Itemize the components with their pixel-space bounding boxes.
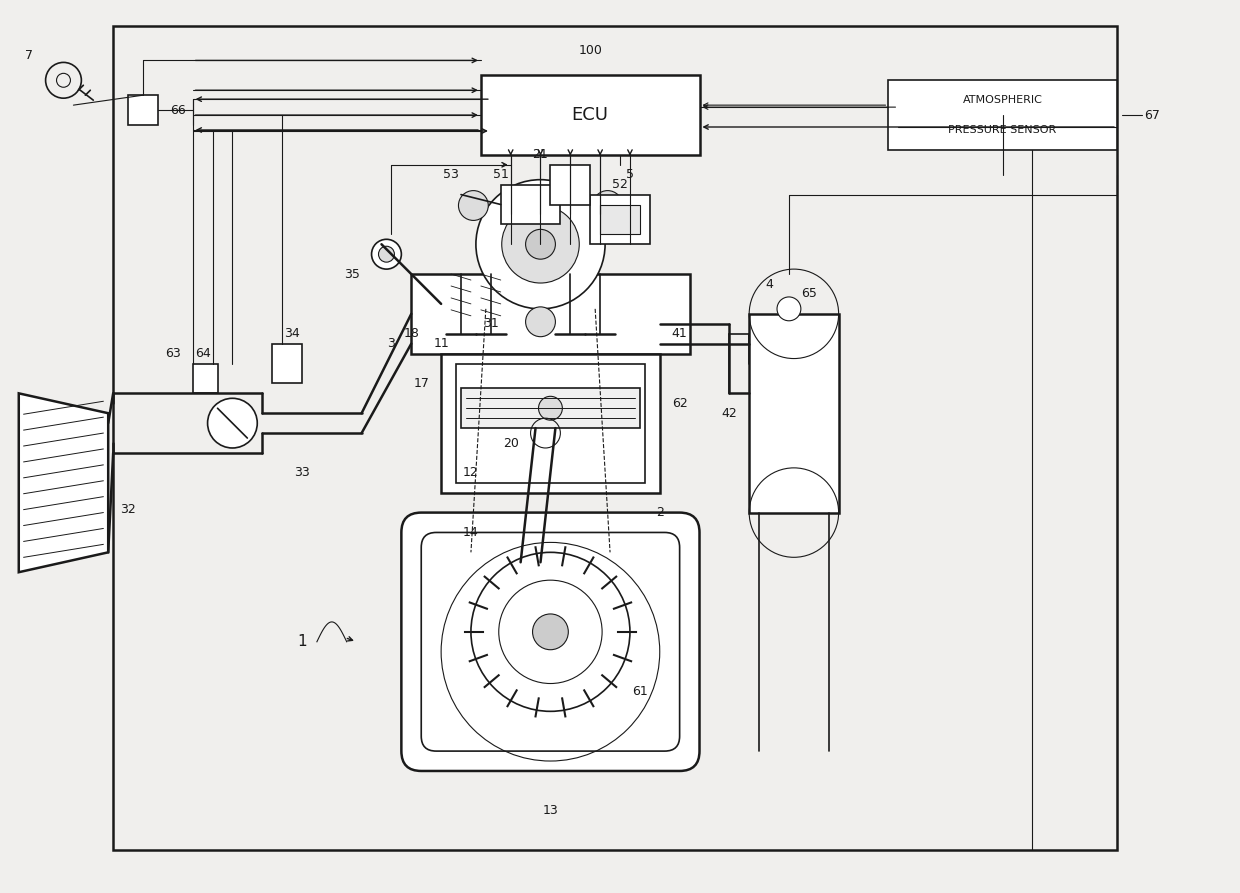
Text: 31: 31 <box>482 317 498 330</box>
Text: 52: 52 <box>613 178 627 191</box>
Bar <box>501 185 560 224</box>
Bar <box>192 363 217 393</box>
Text: 11: 11 <box>433 338 449 350</box>
Text: 21: 21 <box>533 148 548 162</box>
Circle shape <box>502 205 579 283</box>
Text: 5: 5 <box>626 168 634 181</box>
Bar <box>272 344 303 383</box>
Bar <box>441 354 660 493</box>
Circle shape <box>207 398 257 448</box>
Text: 66: 66 <box>170 104 186 117</box>
Text: 1: 1 <box>298 634 306 649</box>
Text: PRESSURE SENSOR: PRESSURE SENSOR <box>949 125 1056 135</box>
Text: 41: 41 <box>672 327 687 340</box>
Circle shape <box>372 239 402 269</box>
FancyBboxPatch shape <box>422 532 680 751</box>
FancyBboxPatch shape <box>402 513 699 771</box>
Text: 34: 34 <box>284 327 300 340</box>
Text: 12: 12 <box>463 466 479 480</box>
Text: 67: 67 <box>1143 109 1159 121</box>
Circle shape <box>593 190 622 221</box>
Text: 33: 33 <box>294 466 310 480</box>
Text: 63: 63 <box>165 347 181 360</box>
Text: ATMOSPHERIC: ATMOSPHERIC <box>962 96 1043 105</box>
Bar <box>461 388 640 428</box>
Circle shape <box>526 307 556 337</box>
Bar <box>113 26 1117 850</box>
Text: 20: 20 <box>502 437 518 449</box>
Text: 53: 53 <box>443 168 459 181</box>
Polygon shape <box>19 393 108 572</box>
Circle shape <box>532 614 568 650</box>
Text: 2: 2 <box>656 506 663 519</box>
Bar <box>600 204 640 234</box>
Circle shape <box>501 532 560 592</box>
Circle shape <box>777 297 801 321</box>
Text: 61: 61 <box>632 685 647 698</box>
Bar <box>551 165 590 204</box>
Text: ECU: ECU <box>572 106 609 124</box>
Circle shape <box>538 396 563 421</box>
Text: 64: 64 <box>195 347 211 360</box>
Circle shape <box>471 553 630 712</box>
Circle shape <box>459 190 489 221</box>
Bar <box>456 363 645 483</box>
Bar <box>128 96 157 125</box>
Text: 18: 18 <box>403 327 419 340</box>
Circle shape <box>498 580 603 683</box>
Bar <box>888 80 1117 150</box>
Text: 65: 65 <box>801 288 817 300</box>
Text: 3: 3 <box>387 338 396 350</box>
Text: 4: 4 <box>765 278 773 290</box>
Bar <box>481 75 699 154</box>
Text: 17: 17 <box>413 377 429 390</box>
Bar <box>590 195 650 245</box>
Text: 7: 7 <box>25 49 32 62</box>
Text: 100: 100 <box>578 44 603 57</box>
Text: 42: 42 <box>722 406 738 420</box>
Circle shape <box>476 179 605 309</box>
Text: 14: 14 <box>463 526 479 539</box>
Circle shape <box>526 230 556 259</box>
Text: 62: 62 <box>672 396 687 410</box>
Bar <box>749 313 838 513</box>
Text: 13: 13 <box>543 805 558 817</box>
Text: 32: 32 <box>120 503 136 516</box>
Circle shape <box>378 246 394 263</box>
Text: 35: 35 <box>343 268 360 280</box>
Bar <box>412 274 689 354</box>
Circle shape <box>518 550 542 574</box>
Text: 51: 51 <box>492 168 508 181</box>
